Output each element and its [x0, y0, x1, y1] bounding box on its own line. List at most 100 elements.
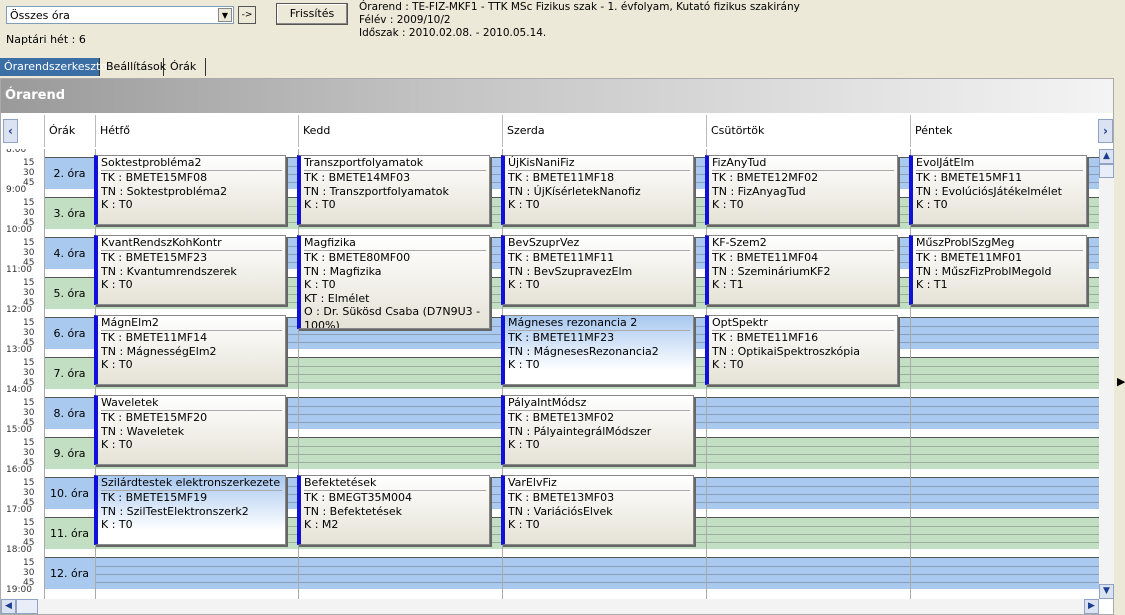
class-event[interactable]: Mágneses rezonancia 2 TK : BMETE11MF23 TN … — [501, 315, 694, 385]
event-line: K : T0 — [712, 358, 744, 371]
event-line: TN : SzemináriumKF2 — [712, 264, 831, 278]
class-event[interactable]: VarElvFiz TK : BMETE13MF03 TN : VariációsE… — [501, 475, 694, 545]
timetable-info: Órarend : TE-FIZ-MKF1 - TTK MSc Fizikus … — [359, 1, 800, 40]
panel-titlebar: Órarend — [1, 79, 1113, 113]
semester: Félév : 2009/10/2 — [359, 14, 451, 26]
event-line: TN : Soktestprobléma2 — [101, 184, 228, 198]
event-line: TN : Befektetések — [304, 504, 403, 518]
refresh-button[interactable]: Frissítés — [276, 3, 348, 25]
event-line: K : T0 — [508, 278, 540, 291]
scroll-thumb[interactable] — [1099, 164, 1114, 178]
event-line: TK : BMETE11MF11 — [508, 251, 615, 264]
horizontal-scrollbar[interactable]: ◀ ▶ — [1, 599, 1099, 614]
scroll-up-icon[interactable]: ▲ — [1099, 149, 1114, 164]
time-label: 45 — [23, 298, 35, 308]
chevron-down-icon[interactable]: ▼ — [218, 8, 232, 22]
time-label: 45 — [23, 218, 35, 228]
event-line: K : T0 — [101, 358, 133, 371]
event-line: TN : MágnesesRezonancia2 — [508, 344, 659, 358]
class-event[interactable]: BevSzuprVez TK : BMETE11MF11 TN : BevSzupr… — [501, 235, 694, 305]
calendar-week: Naptári hét : 6 — [6, 33, 86, 46]
event-line: K : T0 — [101, 518, 133, 531]
ora-label: 9. óra — [44, 437, 95, 469]
prev-week-icon[interactable]: ‹ — [3, 119, 18, 143]
event-line: TN : VariációsElvek — [508, 504, 613, 518]
class-event[interactable]: Transzportfolyamatok TK : BMETE14MF03 TN :… — [297, 155, 490, 225]
event-line: TN : BevSzupravezElm — [508, 264, 633, 278]
time-label: 45 — [23, 578, 35, 588]
event-line: K : T0 — [712, 198, 744, 211]
event-title: FizAnyTud — [712, 156, 894, 171]
class-event[interactable]: Magfizika TK : BMETE80MF00 TN : Magfizika K… — [297, 235, 490, 329]
scroll-left-icon[interactable]: ◀ — [1, 599, 16, 614]
event-title: VarElvFiz — [508, 476, 690, 491]
time-label: 30 — [23, 168, 35, 178]
class-event[interactable]: Waveletek TK : BMETE15MF20 TN : Waveletek K… — [94, 395, 286, 465]
event-line: TK : BMETE13MF02 — [508, 411, 615, 424]
scroll-right-icon[interactable]: ▶ — [1084, 599, 1099, 614]
quarter-line — [95, 582, 1099, 583]
class-event[interactable]: KF-Szem2 TK : BMETE11MF04 TN : Szeminárium… — [705, 235, 898, 305]
event-title: ÚjKisNaniFiz — [508, 156, 690, 171]
column-header: ‹ Órák Hétfő Kedd Szerda Csütörtök Pénte… — [1, 115, 1113, 147]
class-event[interactable]: KvantRendszKohKontr TK : BMETE15MF23 TN : … — [94, 235, 286, 305]
event-line: K : T0 — [508, 198, 540, 211]
class-event[interactable]: ÚjKisNaniFiz TK : BMETE11MF18 TN : ÚjKísér… — [501, 155, 694, 225]
event-title: KF-Szem2 — [712, 236, 894, 251]
timetable-panel: Órarend ‹ Órák Hétfő Kedd Szerda Csütört… — [0, 78, 1114, 615]
time-label: 15 — [23, 558, 35, 568]
event-line: K : T0 — [304, 198, 336, 211]
event-line: TK : BMETE11MF16 — [712, 331, 819, 344]
event-title: Waveletek — [101, 396, 282, 411]
time-label: 30 — [23, 328, 35, 338]
time-label: 45 — [23, 498, 35, 508]
go-button[interactable]: -> — [238, 6, 256, 24]
class-event[interactable]: OptSpektr TK : BMETE11MF16 TN : OptikaiSpe… — [705, 315, 898, 385]
time-label: 45 — [23, 258, 35, 268]
timetable-name: Órarend : TE-FIZ-MKF1 - TTK MSc Fizikus … — [359, 1, 800, 13]
class-event[interactable]: PályaIntMódsz TK : BMETE13MF02 TN : Pályai… — [501, 395, 694, 465]
time-label: 15 — [23, 358, 35, 368]
event-line: TK : BMETE15MF20 — [101, 411, 208, 424]
col-orak: Órák — [44, 115, 95, 147]
next-week-icon[interactable]: › — [1098, 119, 1113, 143]
hscroll-thumb[interactable] — [16, 599, 38, 614]
class-event[interactable]: Szilárdtestek elektronszerkezete 2 TK : B… — [94, 475, 286, 545]
time-label: 30 — [23, 248, 35, 258]
tab-timetable-editor[interactable]: Órarendszerkeszto — [0, 58, 107, 76]
event-line: TK : BMETE80MF00 — [304, 251, 411, 264]
ora-label: 6. óra — [44, 317, 95, 349]
class-event[interactable]: Soktestprobléma2 TK : BMETE15MF08 TN : Sok… — [94, 155, 286, 225]
scroll-down-icon[interactable]: ▼ — [1099, 584, 1114, 599]
expand-arrow-icon[interactable]: ▶ — [1117, 375, 1125, 388]
time-label: 45 — [23, 538, 35, 548]
time-label: 30 — [23, 448, 35, 458]
vertical-scrollbar[interactable]: ▲ ▼ — [1099, 149, 1114, 599]
time-label: 9:00 — [6, 185, 27, 195]
event-line: K : T0 — [508, 518, 540, 531]
filter-combobox[interactable]: Összes óra ▼ — [6, 6, 234, 24]
time-label: 15 — [23, 438, 35, 448]
time-label: 15 — [23, 518, 35, 528]
time-label: 30 — [23, 288, 35, 298]
time-label: 30 — [23, 488, 35, 498]
class-event[interactable]: Befektetések TK : BMEGT35M004 TN : Befekte… — [297, 475, 490, 545]
class-event[interactable]: MágnElm2 TK : BMETE11MF14 TN : MágnességEl… — [94, 315, 286, 385]
time-label: 8:00 — [6, 149, 27, 155]
tab-classes[interactable]: Órák — [166, 58, 206, 76]
time-label: 15 — [23, 238, 35, 248]
class-event[interactable]: EvolJátElm TK : BMETE15MF11 TN : Evolúciós… — [909, 155, 1087, 225]
tab-settings[interactable]: Beállítások — [102, 58, 166, 76]
time-label: 17:00 — [6, 505, 32, 515]
time-label: 45 — [23, 458, 35, 468]
class-event[interactable]: MűszProblSzgMeg TK : BMETE11MF01 TN : Műsz… — [909, 235, 1087, 305]
column-divider — [298, 149, 299, 599]
col-tuesday: Kedd — [298, 115, 502, 147]
event-line: K : T0 — [101, 198, 133, 211]
time-label: 30 — [23, 528, 35, 538]
class-event[interactable]: FizAnyTud TK : BMETE12MF02 TN : FizAnyagTu… — [705, 155, 898, 225]
event-line: TN : ÚjKísérletekNanofiz — [508, 184, 641, 198]
time-label: 15 — [23, 318, 35, 328]
period: Időszak : 2010.02.08. - 2010.05.14. — [359, 27, 547, 39]
time-label: 10:00 — [6, 225, 32, 235]
